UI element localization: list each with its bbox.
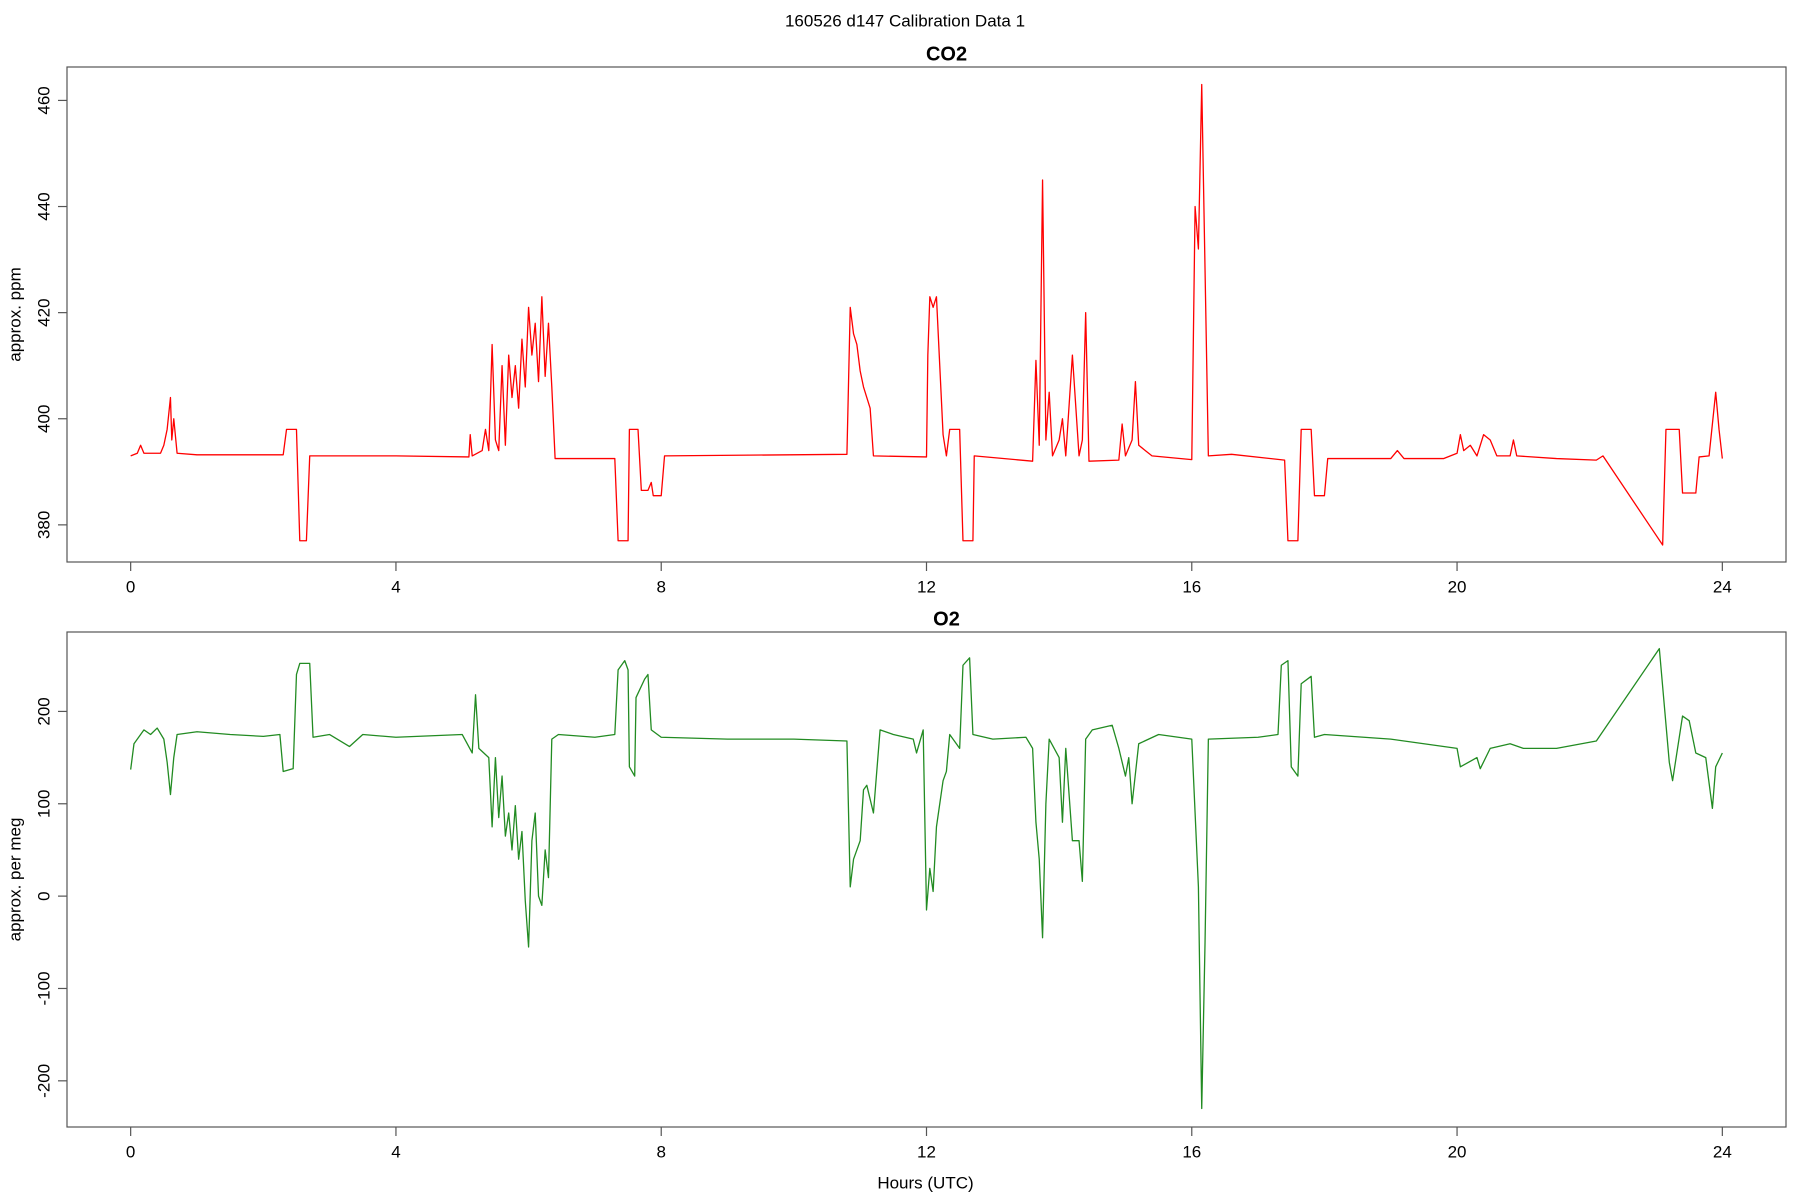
x-tick-label: 16 [1182,577,1201,596]
x-tick-label: 4 [391,1142,400,1161]
x-tick-label: 0 [126,1142,135,1161]
chart-title: CO2 [926,43,967,65]
y-tick-label: -200 [34,1064,53,1098]
y-tick-label: 400 [34,405,53,433]
x-tick-label: 4 [391,577,400,596]
x-tick-label: 24 [1713,1142,1732,1161]
y-tick-label: 100 [34,790,53,818]
y-tick-label: -100 [34,971,53,1005]
x-tick-label: 20 [1448,1142,1467,1161]
x-tick-label: 0 [126,577,135,596]
data-line [130,83,1723,546]
y-axis-label: approx. ppm [5,267,24,362]
y-tick-label: 460 [34,86,53,114]
x-tick-label: 12 [917,1142,936,1161]
y-tick-label: 440 [34,192,53,220]
chart-title: O2 [933,608,960,630]
x-tick-label: 8 [656,1142,665,1161]
x-tick-label: 24 [1713,577,1732,596]
y-tick-label: 0 [34,891,53,900]
x-axis-label: Hours (UTC) [877,1173,973,1192]
x-tick-label: 8 [656,577,665,596]
y-tick-label: 380 [34,511,53,539]
x-tick-label: 16 [1182,1142,1201,1161]
data-line [130,647,1723,1110]
y-axis-label: approx. per meg [5,818,24,942]
x-tick-label: 12 [917,577,936,596]
figure-title: 160526 d147 Calibration Data 1 [785,11,1025,30]
y-tick-label: 420 [34,298,53,326]
y-tick-label: 200 [34,697,53,725]
x-tick-label: 20 [1448,577,1467,596]
